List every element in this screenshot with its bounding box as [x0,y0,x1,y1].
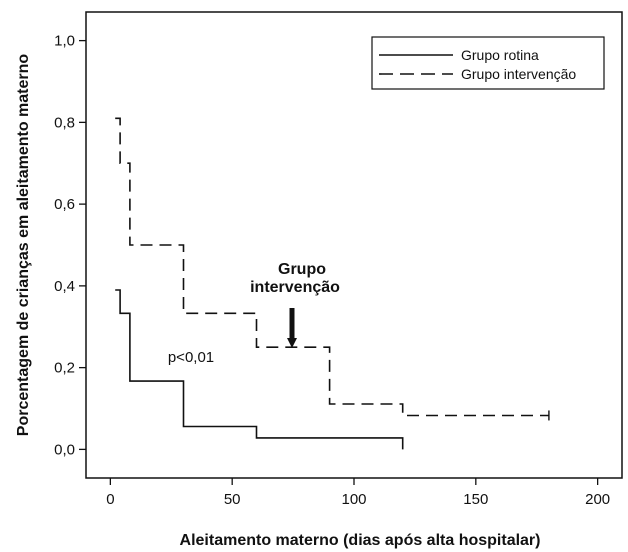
annotation-grupo-line2: intervenção [250,279,340,296]
x-axis-title: Aleitamento materno (dias após alta hosp… [180,532,541,549]
series-layer [115,117,550,450]
annotation-pvalue: p<0,01 [168,349,214,366]
annotation-grupo-line1: Grupo [278,261,326,278]
y-axis-ticks: 0,0 0,2 0,4 0,6 0,8 1,0 [54,33,86,458]
x-tick-label-2: 100 [341,491,366,508]
x-axis-ticks: 0 50 100 150 200 [106,478,610,508]
y-tick-label-1: 0,2 [54,360,75,377]
x-tick-label-3: 150 [463,491,488,508]
y-tick-label-4: 0,8 [54,114,75,131]
legend-label-intervencao: Grupo intervenção [461,66,576,82]
x-tick-label-1: 50 [224,491,241,508]
y-axis-title: Porcentagem de crianças em aleitamento m… [15,54,32,437]
series-grupo-intervencao-line [115,117,549,417]
x-tick-label-4: 200 [585,491,610,508]
y-tick-label-0: 0,0 [54,441,75,458]
legend: Grupo rotina Grupo intervenção [371,36,605,90]
legend-box [371,36,605,90]
y-tick-label-2: 0,4 [54,278,75,295]
legend-label-rotina: Grupo rotina [461,47,539,63]
y-tick-label-3: 0,6 [54,196,75,213]
series-grupo-rotina-line [115,289,404,450]
y-tick-label-5: 1,0 [54,33,75,50]
x-tick-label-0: 0 [106,491,114,508]
